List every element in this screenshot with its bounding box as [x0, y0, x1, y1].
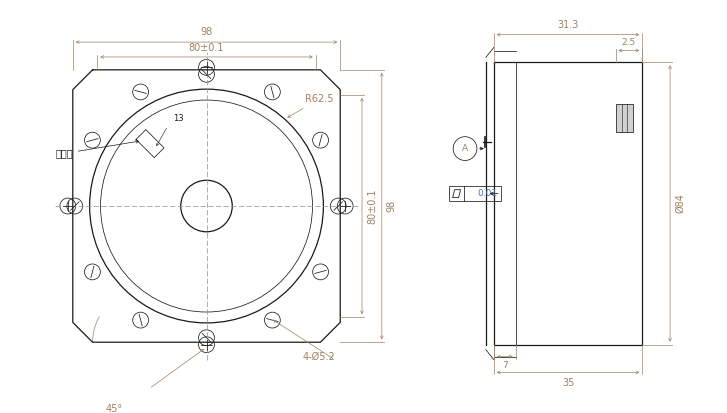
Text: 98: 98	[387, 200, 397, 212]
Text: 45°: 45°	[106, 404, 123, 413]
Bar	[616, 104, 633, 132]
Text: 7: 7	[502, 361, 507, 370]
Text: R62.5: R62.5	[288, 94, 333, 117]
Text: 35: 35	[562, 378, 574, 388]
Text: 98: 98	[201, 27, 212, 37]
Text: 出线口: 出线口	[55, 140, 139, 159]
Text: 0.01: 0.01	[477, 189, 497, 198]
Text: A: A	[462, 144, 468, 153]
Text: Ø84: Ø84	[675, 194, 685, 214]
Text: 4-Ø5.2: 4-Ø5.2	[302, 352, 335, 362]
Text: 2.5: 2.5	[622, 38, 636, 47]
Text: 80±0.1: 80±0.1	[367, 188, 377, 224]
Text: 80±0.1: 80±0.1	[189, 43, 224, 53]
Bar	[449, 186, 501, 201]
Text: 13: 13	[173, 114, 183, 123]
Text: 31.3: 31.3	[558, 20, 579, 30]
